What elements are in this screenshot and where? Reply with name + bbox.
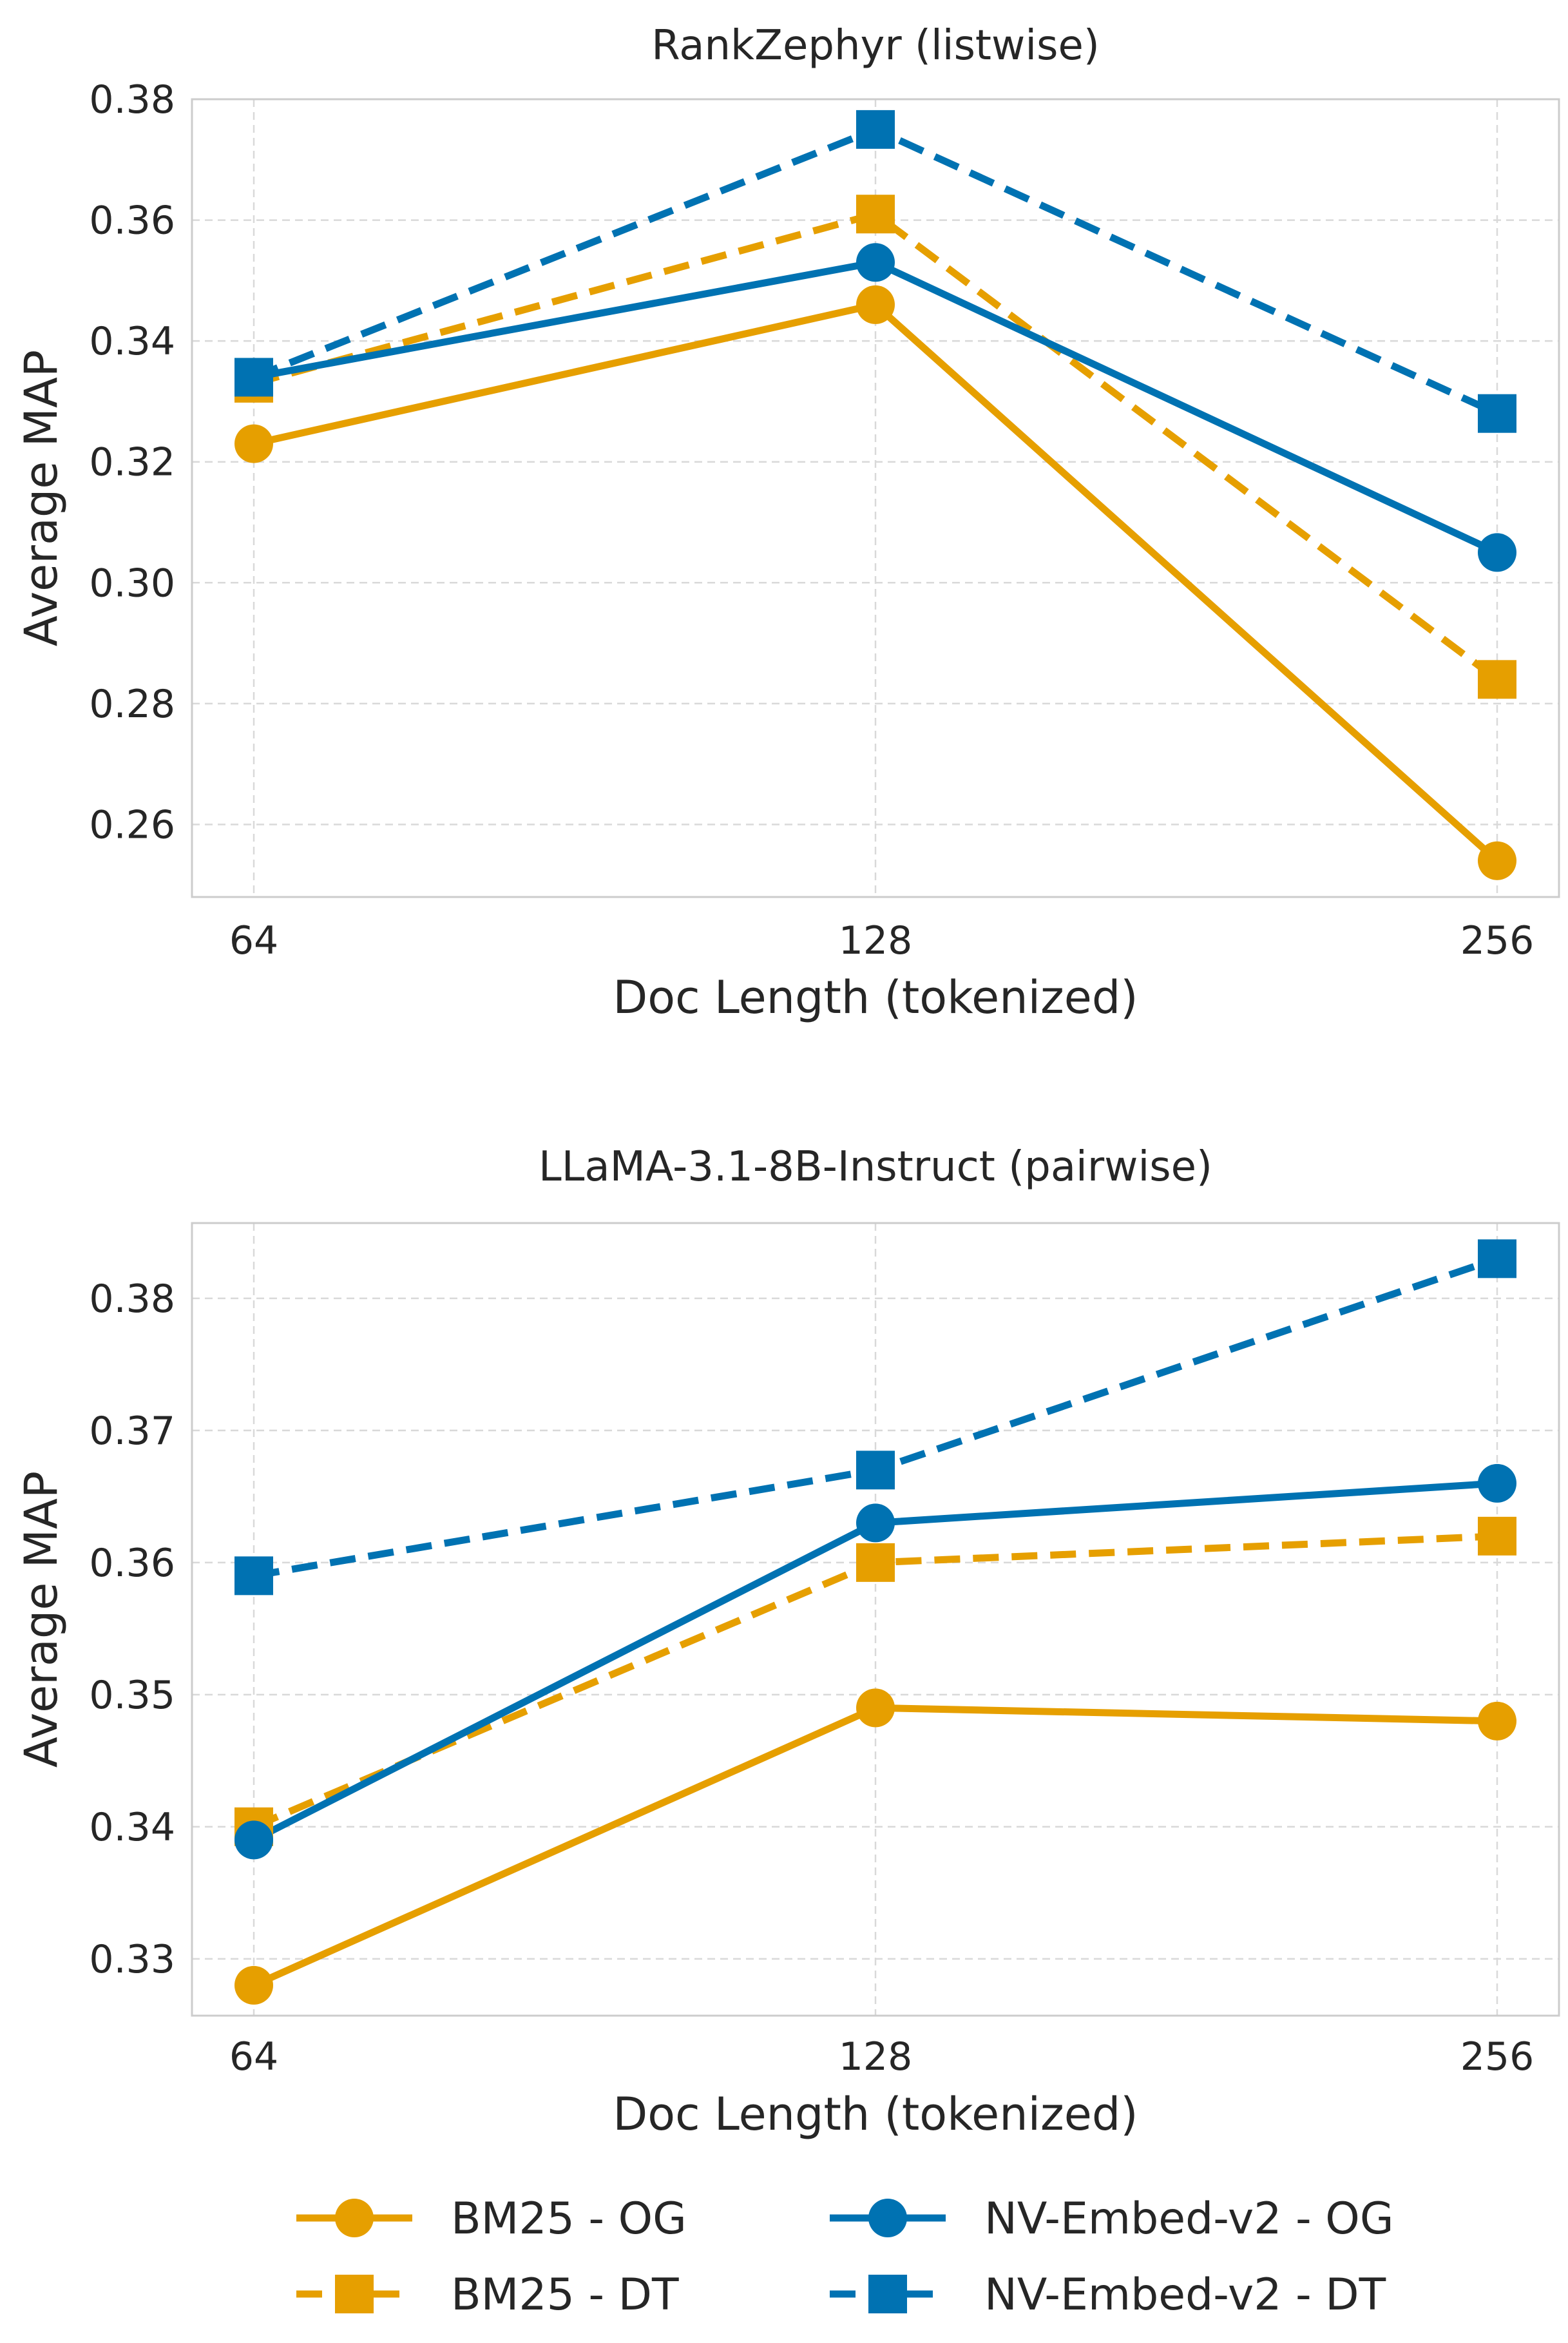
point-nvembed-og <box>1478 533 1516 572</box>
y-tick-label: 0.38 <box>89 77 175 122</box>
y-tick-label: 0.36 <box>89 198 175 244</box>
point-nvembed-og <box>856 1503 895 1543</box>
point-nvembed-og <box>856 243 895 282</box>
point-nvembed-dt <box>1478 394 1516 433</box>
point-bm25-dt <box>1478 1516 1516 1556</box>
y-tick-label: 0.33 <box>89 1937 175 1982</box>
y-tick-label: 0.28 <box>89 682 175 727</box>
point-nvembed-dt <box>856 1451 895 1490</box>
point-bm25-og <box>1478 841 1516 880</box>
y-tick-label: 0.37 <box>89 1409 175 1454</box>
series-line-bm25-dt <box>253 210 1500 682</box>
plot-frame <box>191 1222 1560 2017</box>
x-tick-label: 256 <box>1460 2034 1535 2079</box>
legend-label-bm25-dt: BM25 - DT <box>451 2270 679 2320</box>
point-nvembed-dt <box>234 1556 273 1596</box>
y-tick-label: 0.34 <box>89 1805 175 1850</box>
y-tick-label: 0.38 <box>89 1277 175 1322</box>
point-nvembed-og <box>234 1820 273 1860</box>
y-tick-label: 0.26 <box>89 802 175 847</box>
legend-marker-nv-embed-v2-dt <box>868 2275 907 2313</box>
point-bm25-og <box>856 285 895 324</box>
y-tick-label: 0.32 <box>89 440 175 485</box>
legend-label-bm25-og: BM25 - OG <box>451 2194 687 2244</box>
point-bm25-dt <box>856 1543 895 1582</box>
plot-frame <box>191 98 1560 898</box>
legend-label-nv-embed-v2-og: NV-Embed-v2 - OG <box>984 2194 1394 2244</box>
y-tick-label: 0.35 <box>89 1673 175 1718</box>
legend-marker-bm25-dt <box>335 2275 374 2313</box>
y-axis-label: Average MAP <box>15 1471 68 1768</box>
point-bm25-og <box>234 424 273 463</box>
y-tick-label: 0.34 <box>89 319 175 364</box>
chart-llama: 0.33 0.34 0.35 0.36 0.37 0.38 64 128 256 LLaMA-3.… <box>15 1143 1560 2141</box>
x-tick-label: 64 <box>229 918 278 963</box>
point-bm25-dt <box>856 195 895 234</box>
legend: BM25 - OG BM25 - DT NV-Embed-v2 - OG NV-Emb… <box>296 2194 1394 2320</box>
point-nvembed-og <box>1478 1463 1516 1503</box>
x-tick-label: 64 <box>229 2034 278 2079</box>
x-axis-label: Doc Length (tokenized) <box>613 971 1138 1024</box>
point-bm25-og <box>1478 1701 1516 1740</box>
x-tick-label: 128 <box>839 918 913 963</box>
point-bm25-dt <box>1478 660 1516 699</box>
point-nvembed-dt <box>856 110 895 149</box>
y-tick-label: 0.30 <box>89 561 175 606</box>
point-bm25-og <box>234 1965 273 2005</box>
point-nvembed-dt <box>234 358 273 397</box>
legend-marker-bm25-og <box>335 2199 374 2237</box>
legend-label-nv-embed-v2-dt: NV-Embed-v2 - DT <box>984 2270 1386 2320</box>
point-bm25-og <box>856 1688 895 1728</box>
legend-marker-nv-embed-v2-og <box>868 2199 907 2237</box>
y-tick-label: 0.36 <box>89 1541 175 1586</box>
chart-title: RankZephyr (listwise) <box>651 22 1100 70</box>
chart-title: LLaMA-3.1-8B-Instruct (pairwise) <box>539 1143 1212 1191</box>
x-tick-label: 256 <box>1460 918 1535 963</box>
x-axis-label: Doc Length (tokenized) <box>613 2088 1138 2141</box>
x-tick-label: 128 <box>839 2034 913 2079</box>
chart-rankzephyr: 0.26 0.28 0.30 0.32 0.34 0.36 0.38 64 128 256 Rank… <box>15 22 1560 1024</box>
y-axis-label: Average MAP <box>15 350 68 646</box>
point-nvembed-dt <box>1478 1239 1516 1278</box>
